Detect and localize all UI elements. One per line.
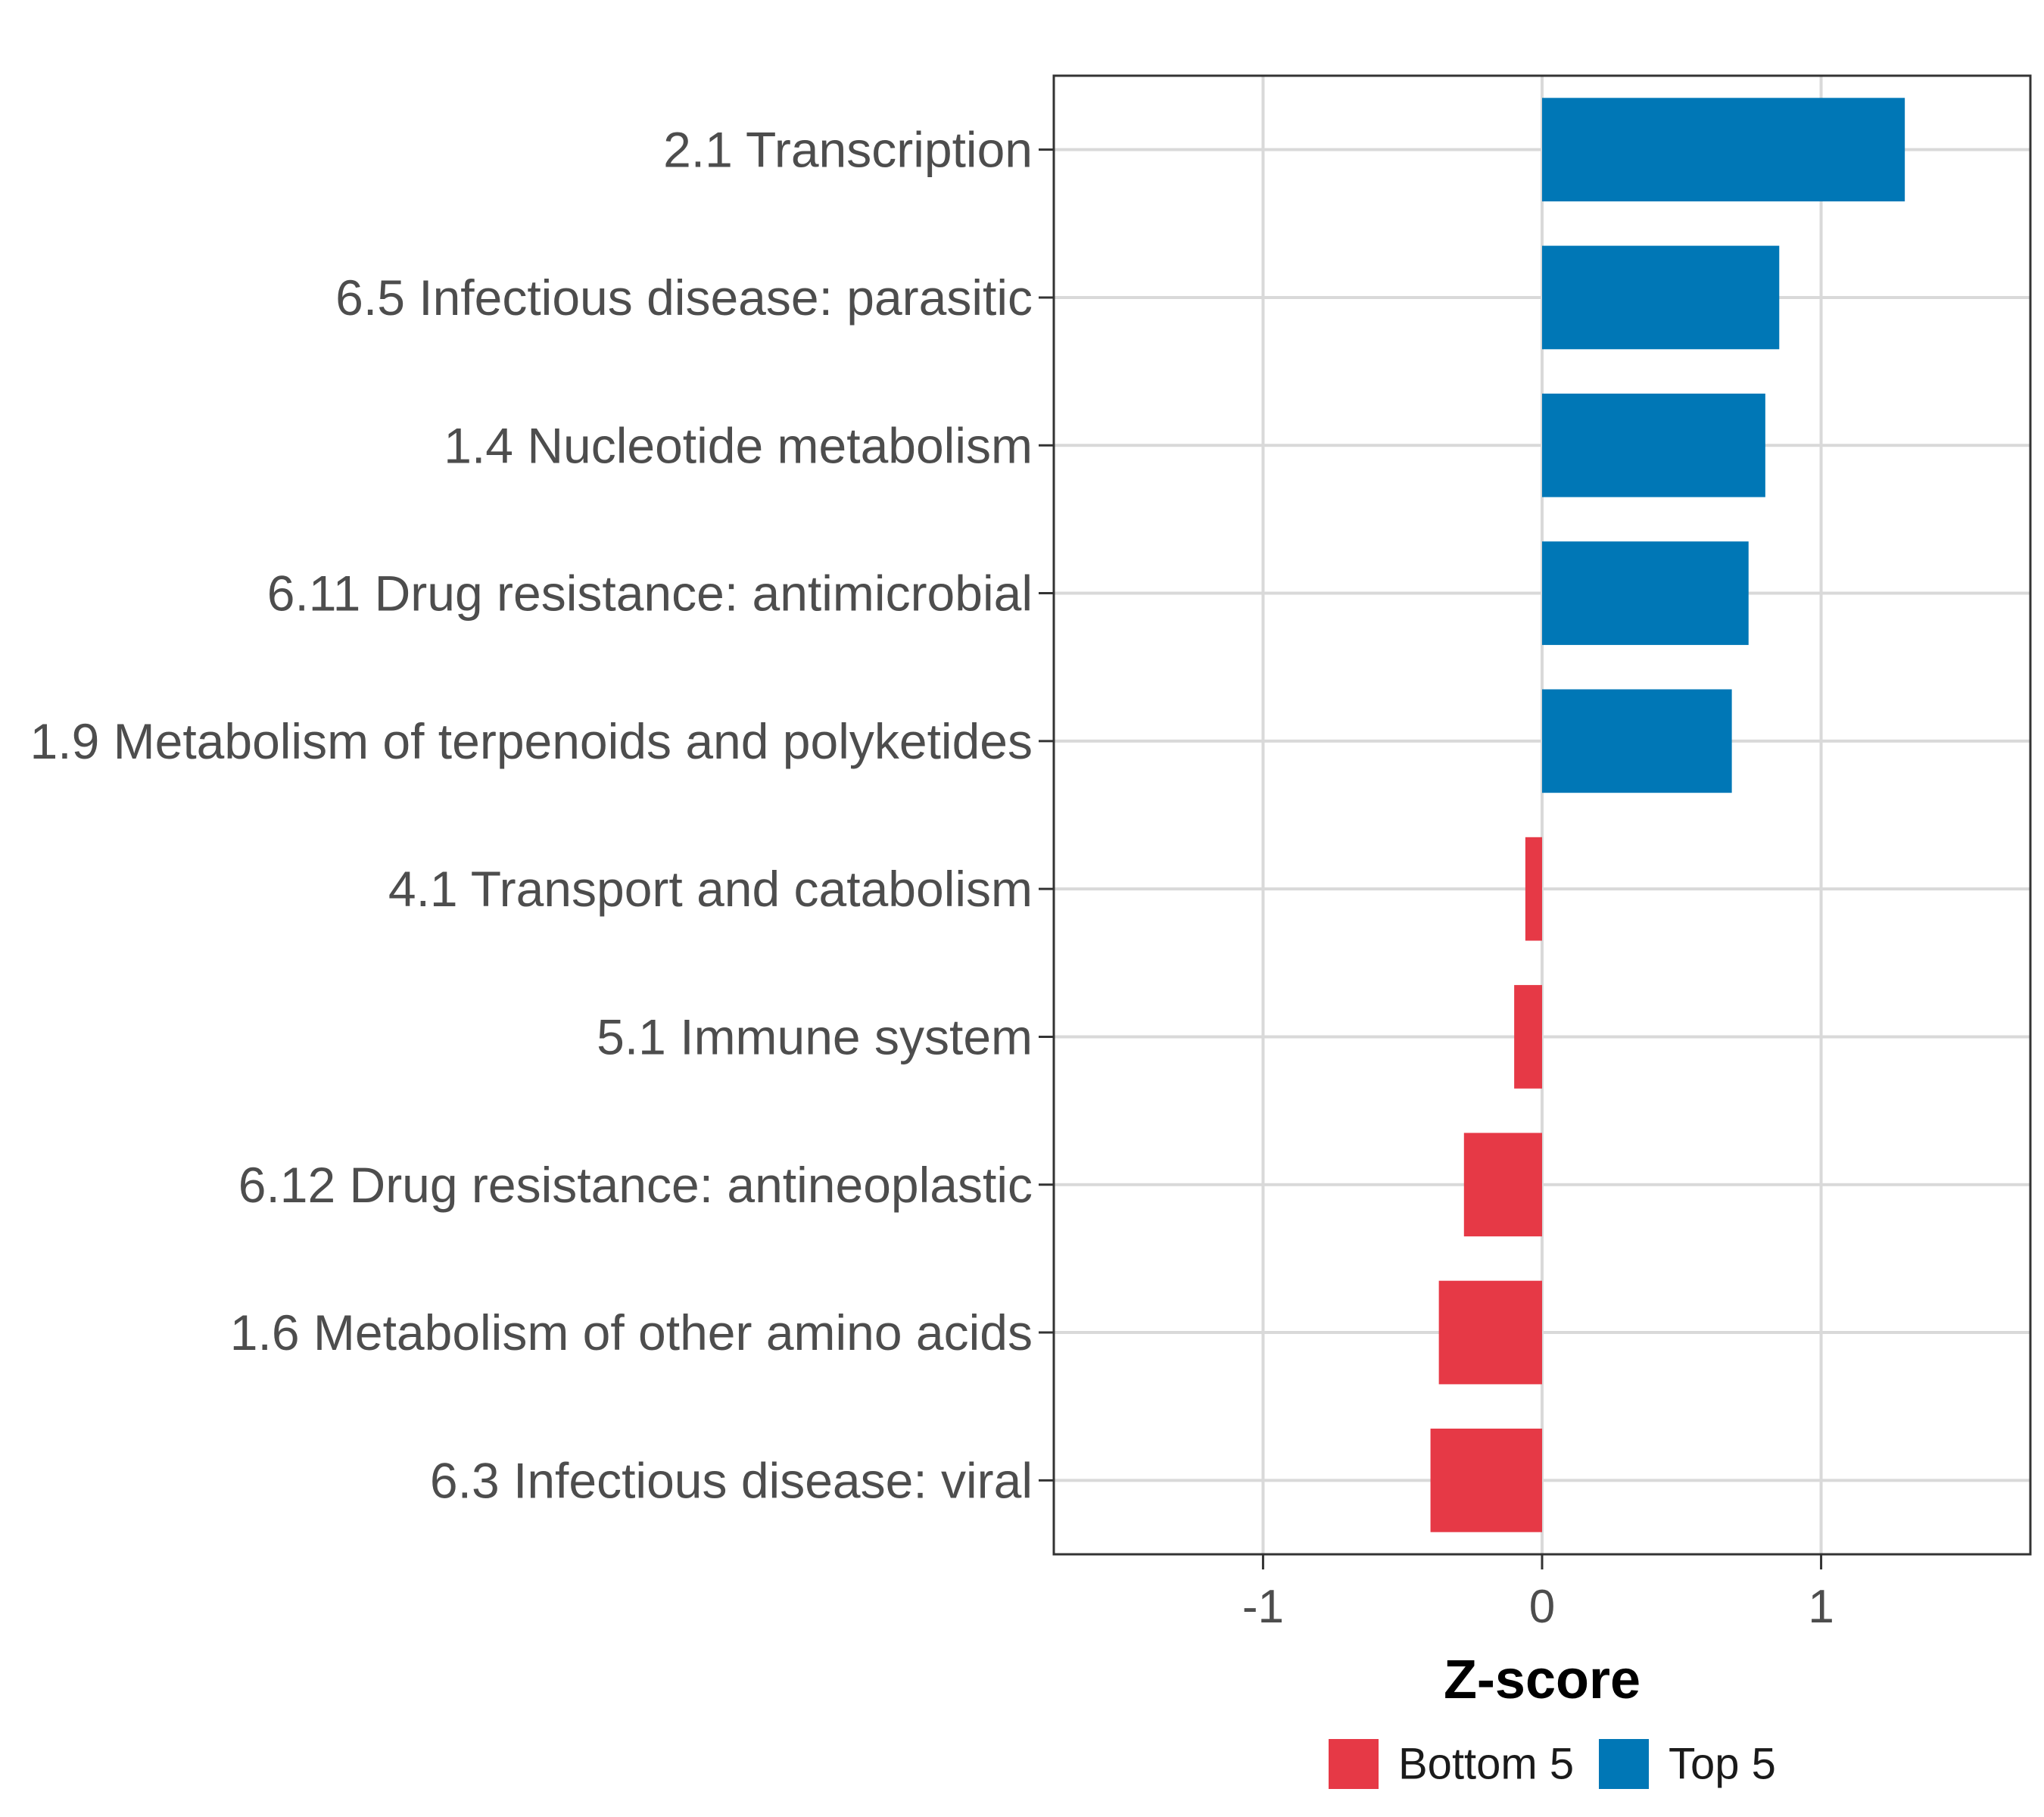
- category-label: 5.1 Immune system: [597, 1008, 1033, 1064]
- bar-top-0: [1542, 98, 1905, 202]
- category-label: 1.4 Nucleotide metabolism: [444, 417, 1033, 473]
- category-label: 6.12 Drug resistance: antineoplastic: [238, 1157, 1033, 1213]
- legend-swatch-bottom: [1329, 1739, 1379, 1789]
- x-axis-title: Z-score: [1444, 1650, 1640, 1710]
- category-label: 1.6 Metabolism of other amino acids: [230, 1304, 1033, 1360]
- bar-bottom-8: [1438, 1280, 1542, 1385]
- x-tick-label: 1: [1808, 1581, 1834, 1633]
- x-tick-label: 0: [1529, 1581, 1555, 1633]
- category-label: 6.3 Infectious disease: viral: [430, 1452, 1033, 1508]
- legend-swatch-top: [1599, 1739, 1649, 1789]
- bar-bottom-5: [1525, 837, 1542, 941]
- bar-top-4: [1542, 689, 1732, 793]
- bars: [1430, 98, 1905, 1532]
- legend-label-bottom: Bottom 5: [1398, 1740, 1574, 1789]
- category-label: 2.1 Transcription: [663, 122, 1033, 178]
- category-label: 6.5 Infectious disease: parasitic: [335, 270, 1033, 326]
- y-axis: 2.1 Transcription 6.5 Infectious disease:…: [30, 122, 1054, 1508]
- bar-top-1: [1542, 245, 1780, 350]
- bar-top-3: [1542, 541, 1749, 645]
- legend-label-top: Top 5: [1669, 1740, 1776, 1789]
- bar-bottom-9: [1430, 1428, 1542, 1532]
- x-tick-label: -1: [1242, 1581, 1284, 1633]
- category-label: 6.11 Drug resistance: antimicrobial: [267, 566, 1033, 622]
- bar-bottom-7: [1463, 1133, 1542, 1237]
- x-axis: -1 0 1: [1242, 1554, 1834, 1633]
- category-label: 4.1 Transport and catabolism: [388, 861, 1033, 917]
- bar-bottom-6: [1514, 985, 1542, 1089]
- category-label: 1.9 Metabolism of terpenoids and polyket…: [30, 713, 1033, 769]
- bar-top-2: [1542, 393, 1765, 497]
- legend: Bottom 5 Top 5: [1329, 1739, 1776, 1789]
